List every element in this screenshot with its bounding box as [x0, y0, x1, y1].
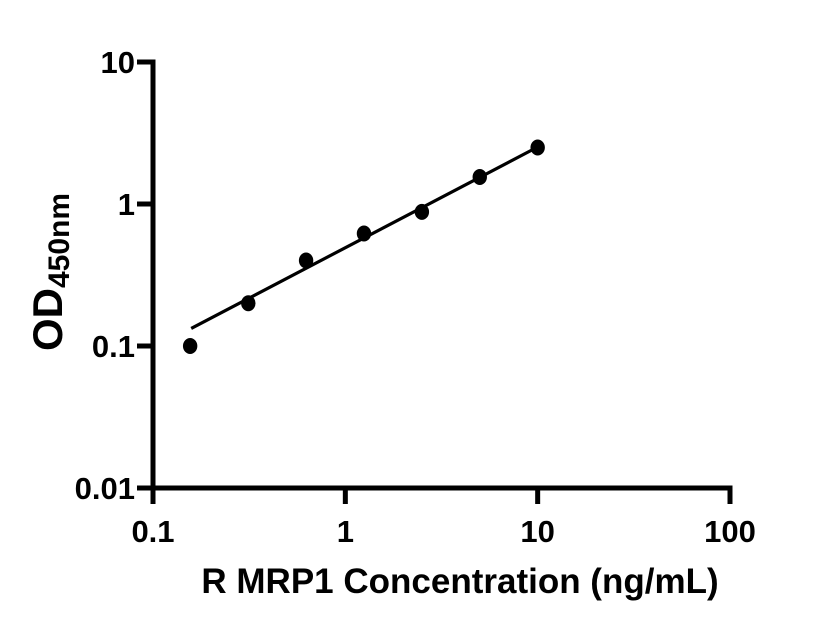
data-point [298, 252, 314, 269]
axes [150, 59, 733, 491]
x-tick-label: 1 [337, 514, 354, 549]
y-tick-label: 0.1 [92, 329, 135, 364]
x-tick-label: 0.1 [131, 514, 174, 549]
data-point [241, 295, 256, 312]
y-tick-label: 1 [118, 187, 135, 222]
y-tick-label: 0.01 [75, 471, 135, 506]
y-axis-title: OD450nm [24, 193, 76, 351]
x-axis-ticks: 0.1 1 10 100 [131, 488, 756, 549]
y-axis-title-main: OD [24, 288, 71, 351]
data-point [182, 338, 198, 354]
data-point [472, 168, 487, 185]
y-tick-label: 10 [101, 45, 135, 80]
x-tick-label: 100 [704, 514, 756, 549]
y-axis-ticks: 0.01 0.1 1 10 [75, 45, 153, 506]
y-axis-title-sub: 450nm [43, 193, 76, 288]
x-tick-label: 10 [520, 514, 554, 549]
data-points-group [182, 139, 545, 354]
data-point [414, 203, 430, 220]
data-point [356, 225, 372, 242]
data-point [530, 139, 545, 156]
x-axis-title: R MRP1 Concentration (ng/mL) [201, 562, 718, 601]
